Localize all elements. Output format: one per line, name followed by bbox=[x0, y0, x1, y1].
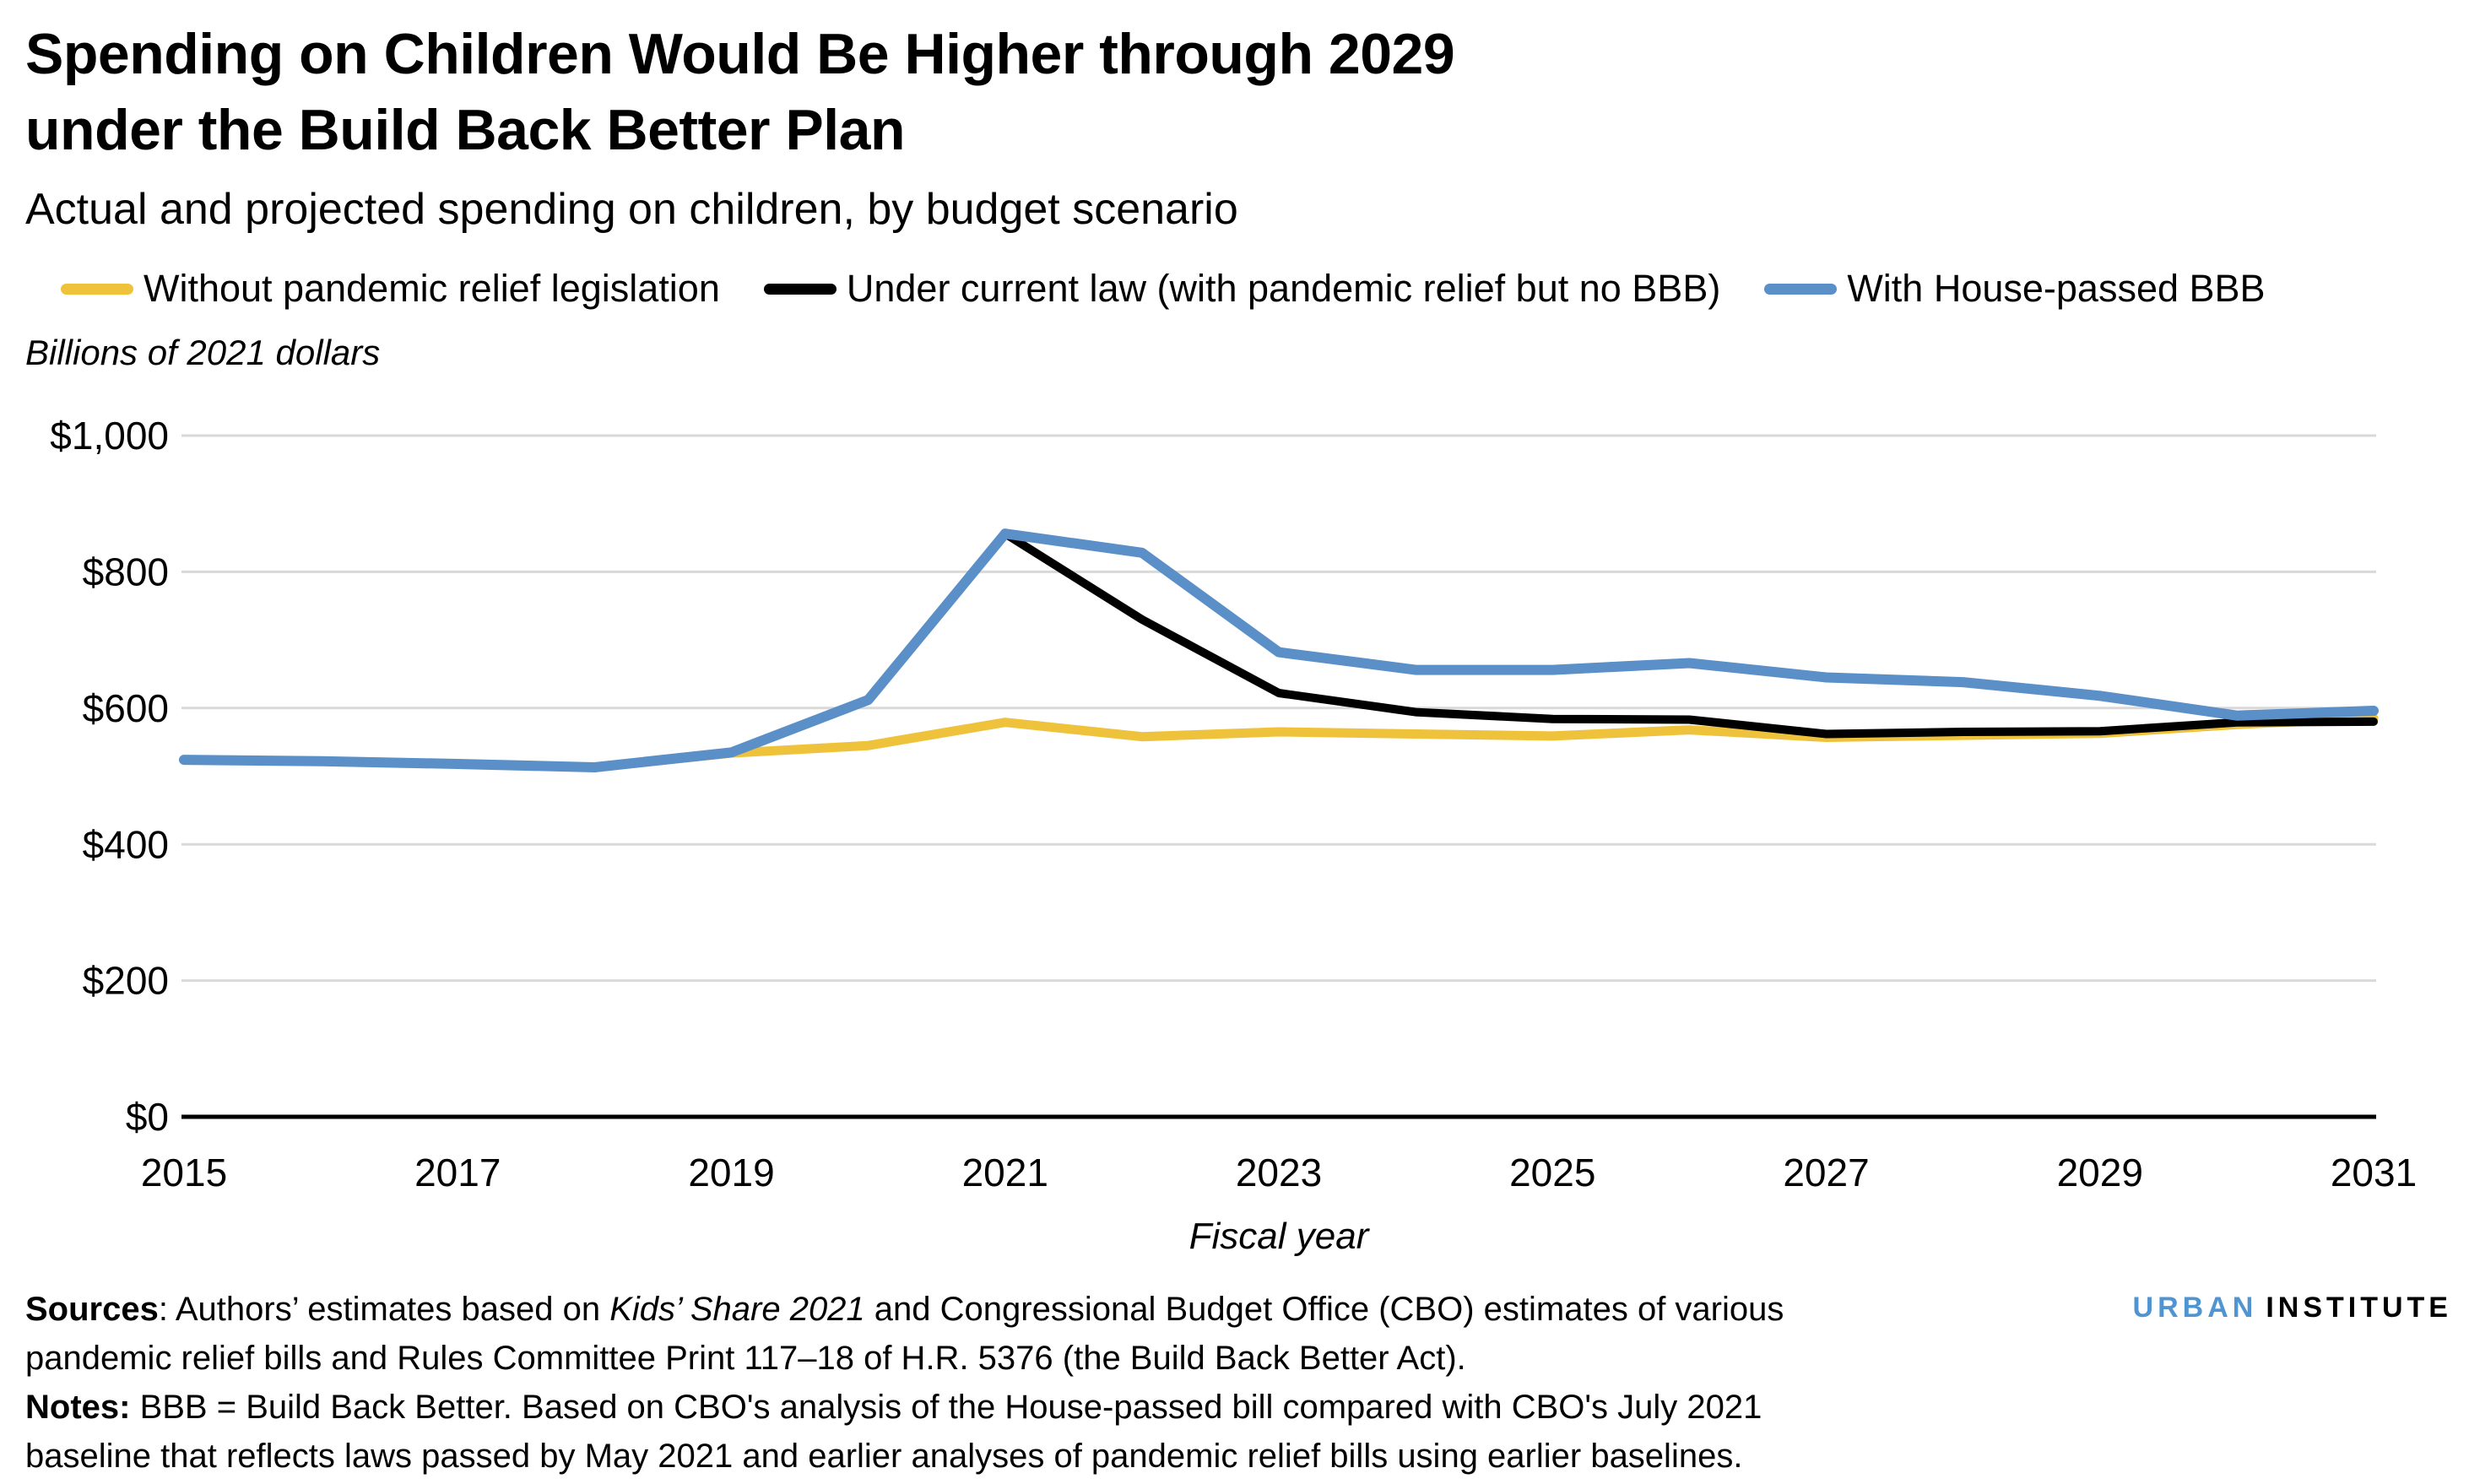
sources-text-2: and Congressional Budget Office (CBO) es… bbox=[25, 1291, 1784, 1377]
chart-legend: Without pandemic relief legislation Unde… bbox=[61, 267, 2452, 311]
y-tick-label: $1,000 bbox=[50, 414, 169, 458]
legend-item-without-pandemic-relief: Without pandemic relief legislation bbox=[61, 267, 720, 311]
logo-word-institute: INSTITUTE bbox=[2266, 1292, 2452, 1324]
title-line-2: under the Build Back Better Plan bbox=[25, 97, 905, 162]
x-tick-label: 2015 bbox=[141, 1151, 227, 1194]
legend-label: With House-passed BBB bbox=[1847, 267, 2266, 310]
urban-institute-logo: URBAN INSTITUTE bbox=[2133, 1292, 2452, 1324]
legend-item-current-law: Under current law (with pandemic relief … bbox=[763, 267, 1721, 311]
legend-label: Under current law (with pandemic relief … bbox=[846, 267, 1721, 310]
x-tick-label: 2025 bbox=[1509, 1151, 1595, 1194]
x-tick-label: 2017 bbox=[414, 1151, 501, 1194]
chart-subtitle: Actual and projected spending on childre… bbox=[25, 185, 1238, 234]
x-tick-label: 2027 bbox=[1783, 1151, 1869, 1194]
y-tick-label: $400 bbox=[83, 822, 169, 866]
y-axis-unit-label: Billions of 2021 dollars bbox=[25, 333, 381, 372]
legend-label: Without pandemic relief legislation bbox=[143, 267, 720, 310]
footer-text: Sources: Authors’ estimates based on Kid… bbox=[25, 1285, 1865, 1481]
legend-item-house-passed-bbb: With House-passed BBB bbox=[1764, 267, 2266, 311]
sources-paragraph: Sources: Authors’ estimates based on Kid… bbox=[25, 1285, 1865, 1383]
notes-text: BBB = Build Back Better. Based on CBO's … bbox=[25, 1389, 1762, 1475]
notes-label: Notes: bbox=[25, 1389, 131, 1426]
x-tick-label: 2031 bbox=[2331, 1151, 2417, 1194]
notes-paragraph: Notes: BBB = Build Back Better. Based on… bbox=[25, 1383, 1865, 1481]
sources-text: : Authors’ estimates based on bbox=[158, 1291, 610, 1328]
black-line-swatch bbox=[763, 283, 837, 295]
sources-italic: Kids’ Share 2021 bbox=[609, 1291, 865, 1328]
y-tick-label: $800 bbox=[83, 550, 169, 594]
page-title: Spending on Children Would Be Higher thr… bbox=[25, 17, 1455, 169]
x-tick-label: 2023 bbox=[1236, 1151, 1322, 1194]
x-axis-title: Fiscal year bbox=[1188, 1216, 1369, 1257]
y-tick-label: $200 bbox=[83, 959, 169, 1003]
yellow-line-swatch bbox=[61, 283, 133, 295]
logo-word-urban: URBAN bbox=[2132, 1292, 2258, 1324]
sources-label: Sources bbox=[25, 1291, 159, 1328]
x-tick-label: 2021 bbox=[962, 1151, 1048, 1194]
series-line-0 bbox=[179, 713, 2379, 772]
x-tick-label: 2029 bbox=[2057, 1151, 2143, 1194]
y-tick-label: $0 bbox=[126, 1095, 169, 1139]
title-line-1: Spending on Children Would Be Higher thr… bbox=[25, 22, 1455, 86]
series-line-2 bbox=[179, 528, 2379, 772]
x-tick-label: 2019 bbox=[688, 1151, 774, 1194]
blue-line-swatch bbox=[1764, 283, 1838, 295]
y-tick-label: $600 bbox=[83, 686, 169, 730]
